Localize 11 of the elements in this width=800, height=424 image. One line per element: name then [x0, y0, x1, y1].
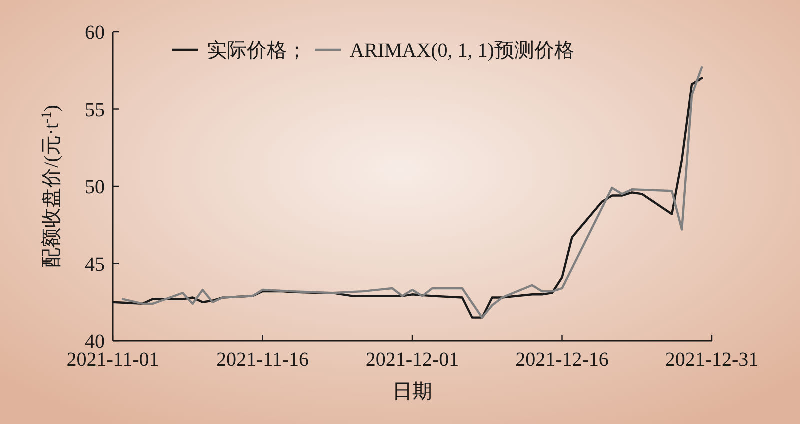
x-tick-label: 2021-12-31: [665, 349, 759, 371]
y-tick-label: 45: [85, 254, 105, 276]
x-tick-label: 2021-12-16: [516, 349, 609, 371]
y-tick-label: 60: [85, 22, 105, 44]
y-tick-label: 50: [85, 176, 105, 198]
x-axis-title: 日期: [392, 381, 432, 403]
legend-label: ARIMAX(0, 1, 1)预测价格: [350, 40, 574, 62]
x-tick-label: 2021-11-16: [216, 349, 310, 371]
y-tick-label: 55: [85, 99, 105, 122]
legend-label: 实际价格；: [207, 40, 307, 62]
x-tick-label: 2021-12-01: [366, 349, 460, 371]
